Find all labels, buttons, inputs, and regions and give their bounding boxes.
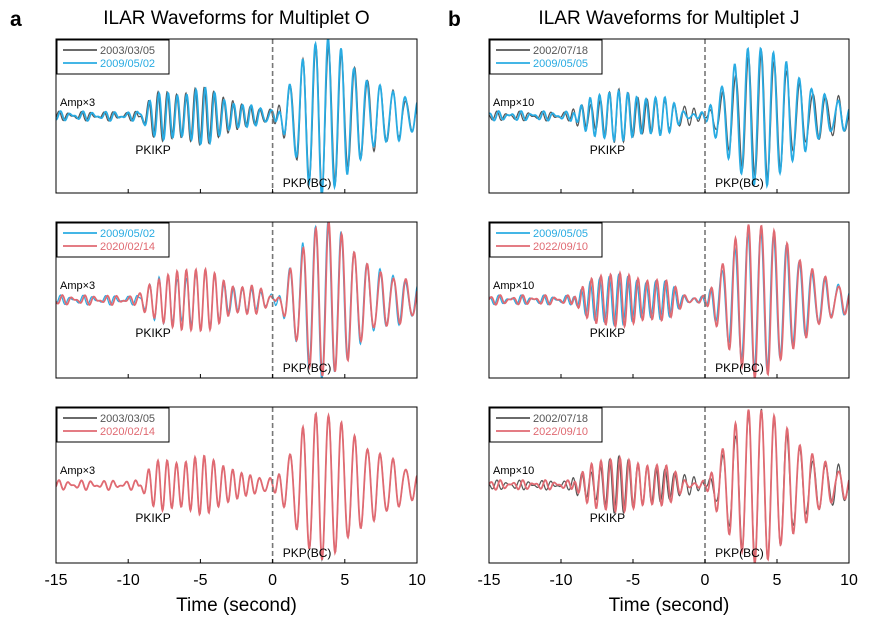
x-tick-label: -15 (477, 572, 500, 589)
amplitude-label: Amp×3 (60, 465, 95, 477)
x-tick-label: 5 (773, 572, 782, 589)
x-tick-label: -5 (193, 572, 207, 589)
legend-box (56, 407, 170, 443)
x-tick-label: 10 (840, 572, 858, 589)
annotation-pkikp: PKIKP (135, 143, 170, 157)
legend-label: 2022/09/10 (533, 241, 588, 253)
x-tick-label: -5 (626, 572, 640, 589)
x-tick-label: 0 (701, 572, 710, 589)
x-tick-label: -15 (44, 572, 67, 589)
waveform-2009-05-02 (56, 39, 417, 193)
x-tick-label: -10 (117, 572, 140, 589)
chart-title: ILAR Waveforms for Multiplet J (538, 8, 799, 29)
annotation-pkp-bc: PKP(BC) (715, 546, 764, 560)
legend-label: 2002/07/18 (533, 45, 588, 57)
legend-label: 2002/07/18 (533, 413, 588, 425)
x-tick-label: 10 (408, 572, 426, 589)
legend-label: 2009/05/02 (100, 228, 155, 240)
x-tick-label: -10 (549, 572, 572, 589)
waveform-2022-09-10 (489, 409, 849, 563)
x-tick-label: 0 (268, 572, 277, 589)
plot-frame (488, 406, 850, 564)
annotation-pkikp: PKIKP (590, 143, 625, 157)
plot-frame (488, 38, 850, 194)
x-axis-label: Time (second) (176, 595, 297, 616)
chart-title: ILAR Waveforms for Multiplet O (103, 8, 369, 29)
annotation-pkikp: PKIKP (135, 326, 170, 340)
annotation-pkp-bc: PKP(BC) (283, 546, 332, 560)
legend-label: 2003/03/05 (100, 45, 155, 57)
legend-box (56, 39, 170, 75)
waveform-2020-02-14 (56, 411, 417, 561)
amplitude-label: Amp×10 (493, 465, 534, 477)
legend-label: 2009/05/05 (533, 58, 588, 70)
legend-label: 2009/05/05 (533, 228, 588, 240)
x-axis-label: Time (second) (609, 595, 730, 616)
x-tick-label: 5 (340, 572, 349, 589)
legend-box (489, 222, 603, 258)
panel-a: a ILAR Waveforms for Multiplet O 2003/03/0… (10, 8, 426, 616)
legend-box (56, 222, 170, 258)
waveform-2020-02-14 (56, 222, 417, 377)
amplitude-label: Amp×3 (60, 280, 95, 292)
amplitude-label: Amp×10 (493, 97, 534, 109)
annotation-pkp-bc: PKP(BC) (715, 176, 764, 190)
plot-frame (55, 221, 418, 379)
annotation-pkp-bc: PKP(BC) (283, 361, 332, 375)
panel-b: b ILAR Waveforms for Multiplet J 2002/07/1… (448, 8, 858, 616)
legend-box (489, 407, 603, 443)
plot-frame (488, 221, 850, 379)
panel-letter: a (10, 8, 22, 31)
annotation-pkikp: PKIKP (590, 326, 625, 340)
legend-label: 2020/02/14 (100, 241, 155, 253)
amplitude-label: Amp×3 (60, 97, 95, 109)
panel-letter: b (448, 8, 461, 31)
waveform-2022-09-10 (489, 224, 849, 378)
legend-label: 2022/09/10 (533, 426, 588, 438)
plot-frame (55, 38, 418, 194)
annotation-pkp-bc: PKP(BC) (283, 176, 332, 190)
legend-box (489, 39, 603, 75)
annotation-pkp-bc: PKP(BC) (715, 361, 764, 375)
amplitude-label: Amp×10 (493, 280, 534, 292)
legend-label: 2009/05/02 (100, 58, 155, 70)
annotation-pkikp: PKIKP (135, 511, 170, 525)
plot-frame (55, 406, 418, 564)
legend-label: 2003/03/05 (100, 413, 155, 425)
annotation-pkikp: PKIKP (590, 511, 625, 525)
legend-label: 2020/02/14 (100, 426, 155, 438)
waveform-2009-05-05 (489, 46, 849, 190)
